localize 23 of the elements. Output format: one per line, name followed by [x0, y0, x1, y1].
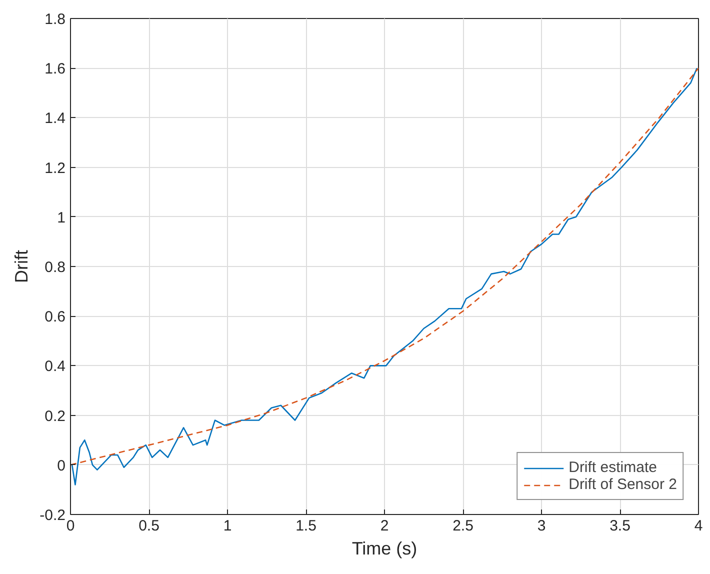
y-tick-label: -0.2	[40, 507, 66, 524]
y-tick-label: 0	[57, 457, 66, 474]
y-tick-label: 0.2	[44, 408, 66, 425]
y-tick-label: 0.6	[44, 308, 66, 326]
y-axis-title: Drift	[12, 250, 32, 283]
x-tick-label: 1	[223, 518, 232, 534]
y-tick-label: 0.4	[44, 358, 66, 376]
x-axis-title: Time (s)	[352, 538, 418, 558]
y-tick-label: 1.8	[44, 11, 66, 28]
x-tick-label: 3.5	[610, 518, 630, 534]
legend-label: Drift of Sensor 2	[568, 476, 677, 493]
legend-label: Drift estimate	[568, 459, 657, 476]
y-tick-label: 1.4	[44, 110, 66, 128]
x-tick-label: 0.5	[138, 518, 160, 534]
y-tick-label: 1.6	[44, 60, 66, 78]
x-tick-label: 4	[694, 518, 703, 534]
x-tick-label: 2	[380, 518, 389, 534]
x-tick-label: 2.5	[452, 518, 474, 534]
y-tick-label: 1.2	[44, 160, 66, 177]
y-tick-label: 1	[57, 209, 66, 226]
x-tick-label: 3	[537, 518, 546, 534]
x-tick-label: 1.5	[296, 518, 316, 534]
y-tick-label: 0.8	[44, 259, 66, 276]
